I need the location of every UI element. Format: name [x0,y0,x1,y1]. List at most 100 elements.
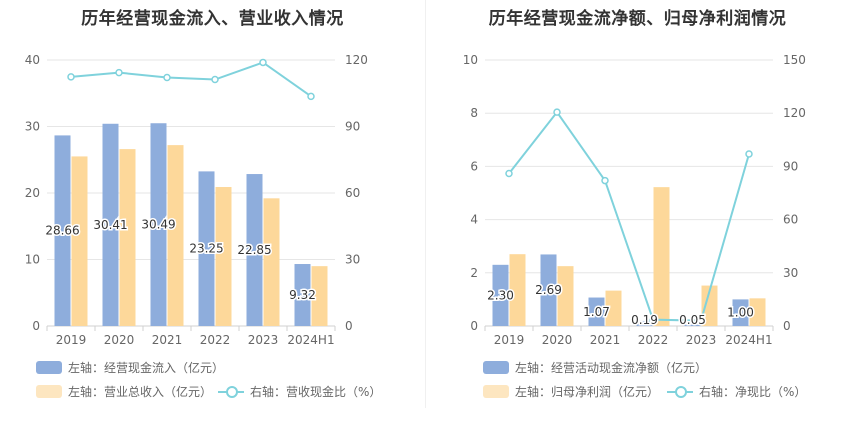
y-right-tick-label: 30 [345,253,360,267]
bar-series2 [311,266,328,326]
y-right-tick-label: 60 [783,213,798,227]
legend-swatch-blue [36,361,62,374]
x-tick-label: 2020 [542,333,573,347]
x-tick-label: 2020 [104,333,135,347]
line-point [259,58,267,67]
y-left-tick-label: 6 [470,159,478,173]
bar-series1 [732,299,749,326]
y-right-tick-label: 90 [783,159,798,173]
line-point [745,150,753,158]
legend-item-right-3[interactable]: 右轴：净现比（%） [667,383,806,400]
y-left-tick-label: 8 [470,106,478,120]
y-left-tick-label: 40 [25,53,40,67]
line-point [601,176,609,185]
bar-series2 [701,285,718,326]
data-label: 2.30 [487,288,514,302]
bar-series1 [198,171,215,326]
y-left-tick-label: 30 [25,120,40,134]
data-label: 28.66 [45,224,79,238]
legend-line-icon [667,385,693,398]
bar-series1 [684,324,701,326]
legend-item-left-3[interactable]: 右轴：营收现金比（%） [218,383,381,400]
chart-left: 0 10 20 30 40 0 30 60 90 120 2019 2020 2021 2022 2023 2… [25,53,368,347]
x-tick-label: 2019 [494,333,525,347]
legend-swatch-orange [36,385,62,398]
bar-series1 [636,320,653,326]
data-label: 0.05 [679,313,706,327]
x-tick-label: 2023 [248,333,279,347]
bar-series2 [119,149,136,326]
bar-series1 [246,174,263,326]
y-left-tick-label: 2 [470,266,478,280]
line-point [67,73,75,81]
line-point [211,75,219,84]
data-label: 9.32 [289,288,316,302]
x-tick-label: 2022 [200,333,231,347]
data-label: 23.25 [189,242,223,256]
y-left-tick-label: 20 [25,186,40,200]
bar-series2 [509,254,526,326]
bar-series1 [102,123,119,326]
data-label: 0.19 [631,313,658,327]
bar-series2 [749,298,766,326]
y-left-tick-label: 4 [470,213,478,227]
line-point [553,108,561,116]
bar-series1 [150,123,167,326]
line-point [649,315,657,324]
legend-label: 左轴：经营活动现金流净额（亿元） [515,361,708,375]
x-tick-label: 2024H1 [725,333,772,347]
chart-title-left: 历年经营现金流入、营业收入情况 [81,9,344,29]
line-point [505,169,513,178]
y-right-tick-label: 150 [783,53,806,67]
line-point [115,68,123,77]
legend-label: 右轴：营收现金比（%） [250,385,382,399]
legend-label: 右轴：净现比（%） [699,385,807,399]
bar-series2 [557,266,574,326]
data-label: 2.69 [535,283,562,297]
y-right-tick-label: 60 [345,186,360,200]
bar-series2 [71,156,88,326]
line-point [163,73,171,82]
data-label: 30.49 [141,218,175,232]
x-tick-label: 2021 [152,333,183,347]
y-left-tick-label: 0 [470,319,478,333]
data-label: 1.07 [583,305,610,319]
bar-series1 [540,254,557,326]
legend-item-left-1[interactable]: 左轴：经营现金流入（亿元） [36,359,224,376]
data-label: 1.00 [727,306,754,320]
legend-item-right-1[interactable]: 左轴：经营活动现金流净额（亿元） [483,359,707,376]
x-tick-label: 2022 [638,333,669,347]
bar-series1 [588,297,605,326]
legend-item-right-2[interactable]: 左轴：归母净利润（亿元） [483,383,659,400]
chart-right: 0 2 4 6 8 10 0 30 60 90 120 150 2019 2020 2021 2022 2023… [463,53,806,347]
bar-series2 [653,187,670,326]
line-point [307,92,315,101]
line-point [697,316,705,325]
bar-series2 [605,290,622,326]
legend-label: 左轴：经营现金流入（亿元） [68,361,225,375]
bar-series1 [492,264,509,326]
y-right-tick-label: 30 [783,266,798,280]
y-left-tick-label: 10 [25,253,40,267]
legend-item-left-2[interactable]: 左轴：营业总收入（亿元） [36,383,212,400]
legend-swatch-blue [483,361,509,374]
legend-line-icon [218,385,244,398]
line-series3 [70,61,312,98]
line-series3 [508,110,750,322]
data-label: 22.85 [237,243,271,257]
y-right-tick-label: 120 [783,106,806,120]
data-label: 30.41 [93,218,127,232]
legend-label: 左轴：营业总收入（亿元） [68,385,213,399]
chart-panel-right: 历年经营现金流净额、归母净利润情况 0 2 4 6 8 10 0 30 60 90 120 150 20… [425,0,850,437]
x-tick-label: 2019 [56,333,87,347]
x-tick-label: 2021 [590,333,621,347]
bar-series1 [294,264,311,326]
chart-panel-left: 历年经营现金流入、营业收入情况 0 10 20 30 40 0 30 60 90 120 2019 2… [25,9,382,400]
y-left-tick-label: 0 [32,319,40,333]
x-tick-label: 2024H1 [287,333,334,347]
y-right-tick-label: 0 [783,319,791,333]
legend-label: 左轴：归母净利润（亿元） [515,385,660,399]
chart-title-right: 历年经营现金流净额、归母净利润情况 [488,9,787,29]
bar-series1 [54,135,71,326]
bar-series2 [263,198,280,326]
